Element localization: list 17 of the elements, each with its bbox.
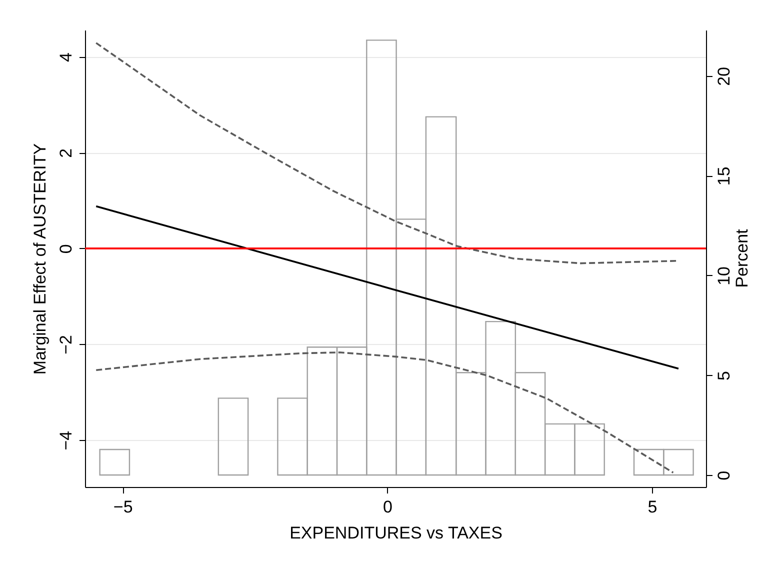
x-tick-label: −5 (113, 498, 133, 516)
line-series (95, 42, 678, 264)
y-tick-label: 2 (56, 148, 76, 158)
y2-tick-label: 20 (714, 66, 734, 86)
y2-tick-label: 0 (714, 470, 734, 480)
x-tick-label: 0 (383, 498, 393, 516)
x-axis-title: EXPENDITURES vs TAXES (290, 524, 502, 542)
y2-tick-label: 5 (714, 371, 734, 380)
y-tick-label: 4 (56, 52, 76, 62)
y2-tick-label: 10 (714, 266, 734, 286)
y-tick-label: −2 (56, 335, 76, 354)
y-axis-title: Marginal Effect of AUSTERITY (30, 143, 50, 375)
y2-tick-label: 15 (714, 166, 734, 186)
y-tick-label: −4 (56, 430, 76, 450)
y2-axis-title: Percent (732, 228, 752, 288)
x-tick-label: 5 (648, 498, 658, 516)
y-tick-label: 0 (56, 244, 76, 254)
